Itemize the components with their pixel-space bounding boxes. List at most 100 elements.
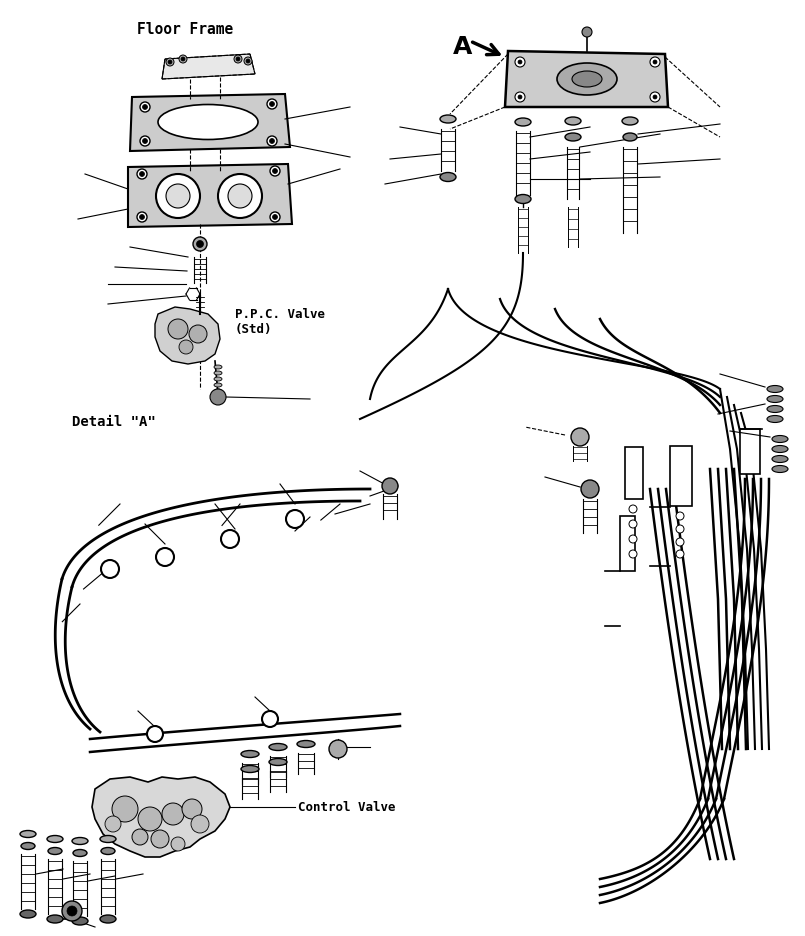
Ellipse shape (101, 848, 115, 855)
Circle shape (151, 830, 169, 848)
Ellipse shape (241, 766, 259, 773)
Ellipse shape (772, 446, 788, 453)
Circle shape (156, 175, 200, 219)
Circle shape (221, 531, 239, 548)
Circle shape (270, 167, 280, 177)
Ellipse shape (158, 106, 258, 140)
Circle shape (676, 512, 684, 520)
Circle shape (262, 711, 278, 727)
Ellipse shape (269, 744, 287, 751)
Ellipse shape (214, 372, 222, 375)
Circle shape (518, 95, 522, 100)
Circle shape (142, 106, 147, 110)
Circle shape (518, 61, 522, 65)
Ellipse shape (269, 759, 287, 766)
Circle shape (62, 901, 82, 921)
Circle shape (382, 478, 398, 494)
Circle shape (196, 241, 204, 248)
Ellipse shape (557, 64, 617, 95)
Polygon shape (155, 308, 220, 365)
Text: Detail "A": Detail "A" (72, 415, 155, 429)
Circle shape (515, 93, 525, 103)
Circle shape (650, 93, 660, 103)
Circle shape (244, 58, 252, 66)
Circle shape (270, 212, 280, 223)
Ellipse shape (767, 417, 783, 423)
Circle shape (162, 803, 184, 826)
Circle shape (101, 561, 119, 578)
Ellipse shape (48, 848, 62, 855)
Circle shape (181, 58, 185, 62)
Ellipse shape (20, 910, 36, 918)
Circle shape (218, 175, 262, 219)
Circle shape (182, 799, 202, 819)
Circle shape (234, 56, 242, 64)
Circle shape (329, 740, 347, 758)
Circle shape (676, 538, 684, 547)
Bar (620, 517, 635, 571)
Circle shape (132, 829, 148, 845)
Circle shape (581, 480, 599, 499)
Ellipse shape (772, 456, 788, 463)
Ellipse shape (623, 134, 637, 142)
Circle shape (191, 815, 209, 833)
Circle shape (137, 212, 147, 223)
Circle shape (270, 102, 275, 108)
Circle shape (139, 172, 145, 177)
Bar (740, 430, 760, 475)
Circle shape (193, 238, 207, 252)
Circle shape (137, 169, 147, 180)
Polygon shape (505, 51, 668, 108)
Ellipse shape (73, 850, 87, 856)
Circle shape (179, 341, 193, 355)
Circle shape (228, 184, 252, 209)
Circle shape (273, 215, 278, 220)
Ellipse shape (772, 466, 788, 473)
Ellipse shape (72, 917, 88, 925)
Circle shape (166, 59, 174, 67)
Circle shape (286, 510, 304, 529)
Bar (670, 446, 692, 506)
Circle shape (653, 61, 657, 65)
Circle shape (629, 550, 637, 559)
Circle shape (650, 58, 660, 68)
Circle shape (270, 139, 275, 144)
Polygon shape (162, 55, 255, 80)
Ellipse shape (565, 118, 581, 125)
Ellipse shape (214, 384, 222, 388)
Ellipse shape (440, 173, 456, 183)
Circle shape (571, 429, 589, 446)
Ellipse shape (241, 751, 259, 757)
Ellipse shape (772, 436, 788, 443)
Text: A: A (453, 35, 473, 59)
Ellipse shape (572, 72, 602, 88)
Ellipse shape (214, 377, 222, 382)
Polygon shape (128, 165, 292, 227)
Circle shape (156, 548, 174, 566)
Ellipse shape (20, 830, 36, 838)
Circle shape (140, 103, 150, 113)
Circle shape (273, 169, 278, 174)
Circle shape (140, 137, 150, 147)
Ellipse shape (214, 389, 222, 393)
Circle shape (139, 215, 145, 220)
Ellipse shape (21, 842, 35, 850)
Circle shape (142, 139, 147, 144)
Ellipse shape (767, 396, 783, 403)
Ellipse shape (767, 386, 783, 393)
Circle shape (236, 58, 240, 62)
Circle shape (67, 906, 77, 916)
Text: P.P.C. Valve
(Std): P.P.C. Valve (Std) (235, 308, 325, 336)
Circle shape (267, 137, 277, 147)
Ellipse shape (622, 118, 638, 125)
Bar (625, 447, 643, 500)
Text: Floor Frame: Floor Frame (137, 22, 233, 37)
Circle shape (653, 95, 657, 100)
Circle shape (112, 797, 138, 822)
Ellipse shape (440, 116, 456, 124)
Circle shape (582, 28, 592, 38)
Circle shape (171, 837, 185, 851)
Circle shape (166, 184, 190, 209)
Circle shape (676, 550, 684, 559)
Circle shape (515, 58, 525, 68)
